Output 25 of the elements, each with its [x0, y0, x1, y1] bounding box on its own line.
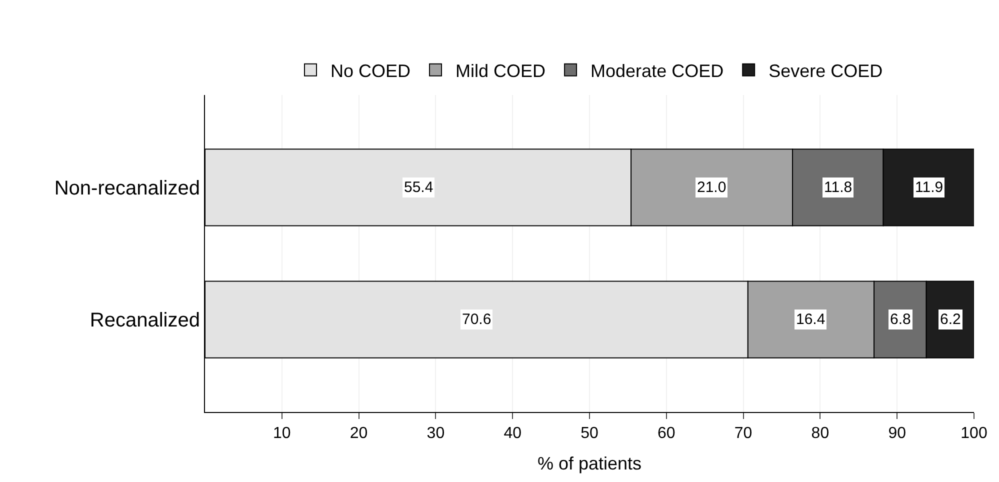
data-label: 6.2	[940, 311, 961, 328]
x-tick-label: 40	[504, 425, 522, 442]
x-tick-label: 70	[734, 425, 752, 442]
x-tick-label: 20	[350, 425, 368, 442]
x-tick-label: 100	[960, 425, 988, 442]
x-tick-label: 80	[811, 425, 830, 442]
x-tick-label: 10	[273, 425, 291, 442]
legend-label: No COED	[330, 60, 411, 81]
data-label: 11.9	[915, 179, 944, 196]
data-label: 55.4	[404, 179, 434, 196]
legend-label: Severe COED	[768, 60, 883, 81]
x-tick-label: 30	[426, 425, 445, 442]
data-label: 70.6	[462, 311, 492, 328]
x-tick-label: 50	[580, 425, 598, 442]
x-tick-label: 60	[658, 425, 676, 442]
x-axis-title: % of patients	[537, 453, 642, 474]
data-label: 21.0	[697, 179, 726, 196]
data-label: 11.8	[824, 179, 852, 196]
x-tick-label: 90	[888, 425, 906, 442]
y-tick-label: Non-recanalized	[54, 177, 200, 200]
data-label: 6.8	[890, 311, 911, 328]
data-label: 16.4	[796, 311, 826, 328]
y-tick-label: Recanalized	[90, 310, 200, 332]
legend-label: Mild COED	[456, 60, 546, 81]
legend-label: Moderate COED	[590, 60, 724, 81]
